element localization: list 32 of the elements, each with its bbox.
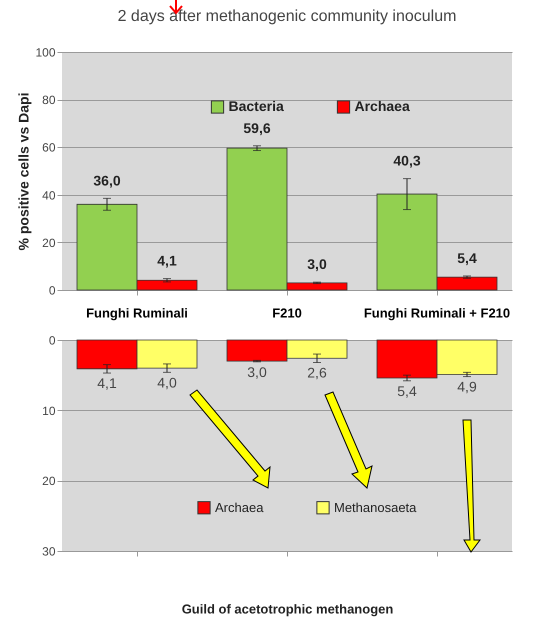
data-label: 4,0 [157, 374, 177, 390]
data-label: 4,9 [457, 378, 477, 395]
chart-title: 2 days after methanogenic community inoculum [118, 8, 456, 25]
y-tick-label: 0 [48, 334, 56, 348]
data-label: 40,3 [393, 152, 421, 169]
data-label: 59,6 [243, 120, 271, 136]
y-tick-label: 20 [42, 236, 56, 250]
legend-label: Bacteria [228, 98, 284, 114]
data-label: 3,0 [307, 256, 327, 272]
data-label: 3,0 [247, 364, 267, 380]
data-label: 4,1 [157, 252, 177, 269]
y-tick-label: 20 [42, 474, 56, 488]
x-axis-title: Guild of acetotrophic methanogen [182, 602, 394, 616]
y-tick-label: 0 [48, 284, 56, 298]
legend-label: Archaea [215, 500, 264, 515]
x-tick-label: Funghi Ruminali + F210 [364, 306, 510, 320]
data-label: 4,1 [97, 375, 117, 392]
data-label: 5,4 [397, 382, 417, 399]
x-tick-label: Funghi Ruminali [86, 306, 188, 320]
y-tick-label: 80 [42, 93, 56, 108]
x-tick-label: F210 [272, 306, 302, 320]
legend-label: Archaea [354, 98, 410, 114]
y-tick-label: 40 [42, 188, 56, 202]
y-tick-label: 60 [42, 140, 56, 155]
y-axis-title: % positive cells vs Dapi [15, 92, 32, 250]
data-label: 36,0 [93, 172, 121, 188]
y-tick-label: 30 [42, 544, 56, 558]
y-tick-label: 100 [35, 46, 56, 60]
data-label: 2,6 [307, 364, 327, 381]
y-tick-label: 10 [42, 404, 56, 418]
legend-label: Methanosaeta [334, 500, 418, 515]
data-label: 5,4 [457, 250, 477, 266]
